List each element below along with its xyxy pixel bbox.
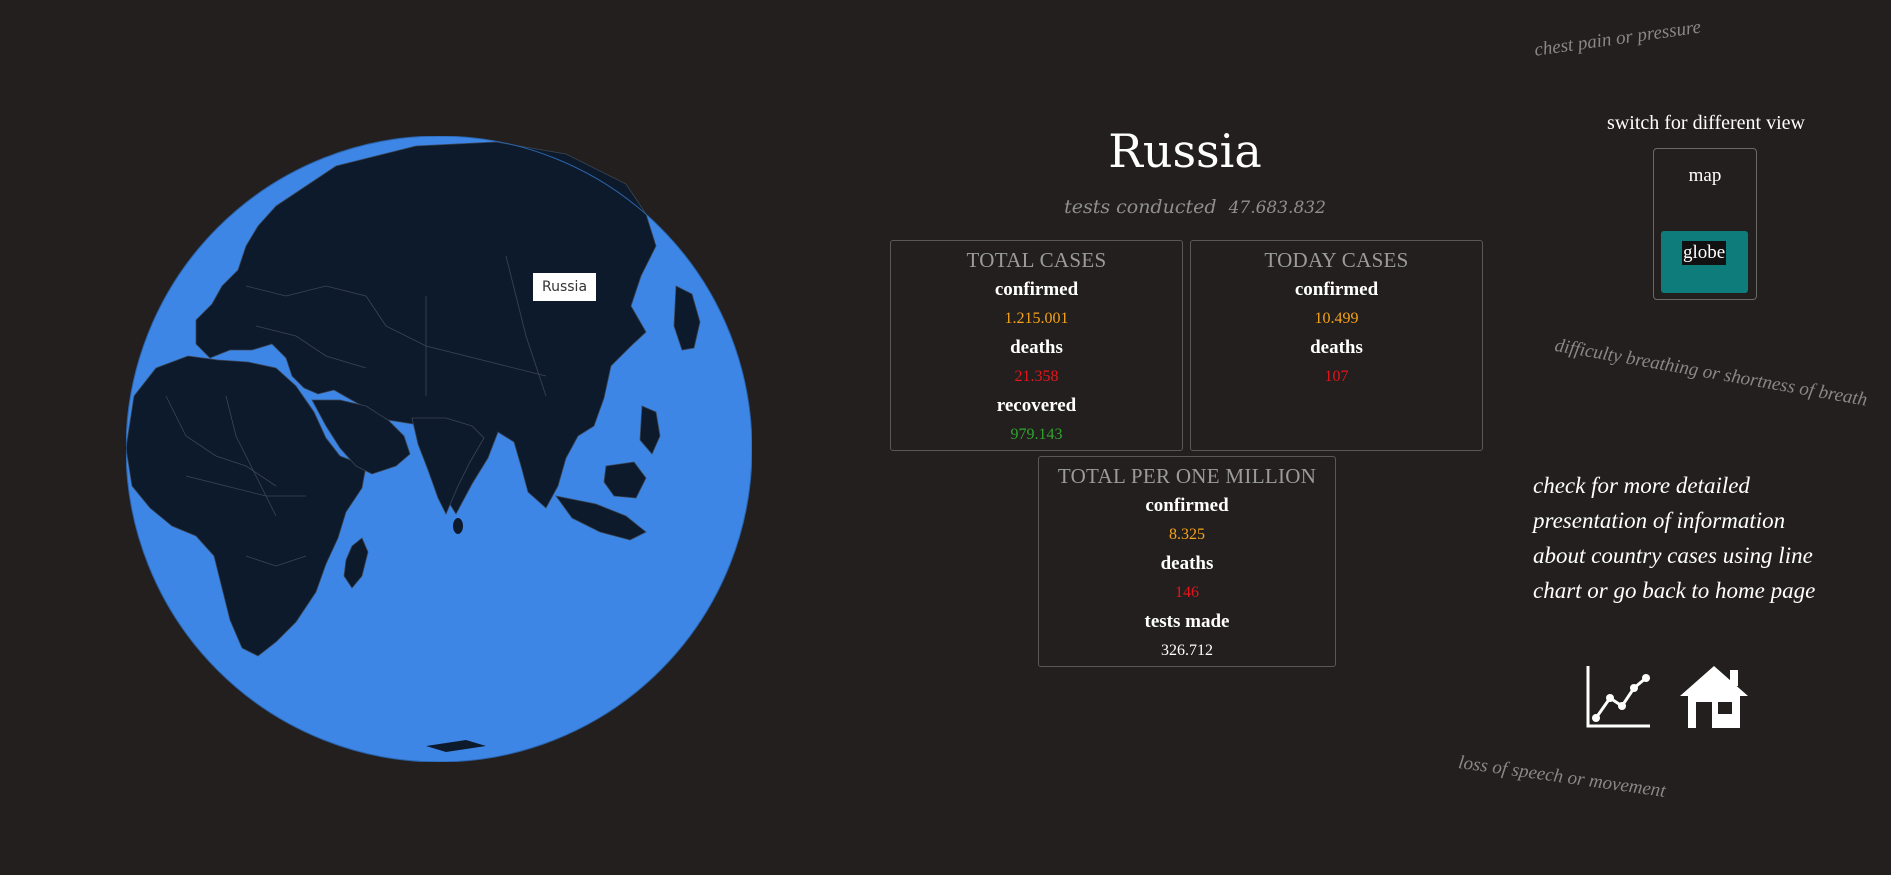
globe-land-japan[interactable] (673, 285, 701, 351)
tests-conducted-label: tests conducted (1064, 196, 1217, 218)
globe-land-madagascar[interactable] (343, 537, 369, 589)
globe-borders (165, 255, 547, 567)
info-text: check for more detailed presentation of … (1533, 473, 1816, 603)
today-cases-card: TODAY CASES confirmed 10.499 deaths 107 (1190, 240, 1483, 451)
tests-conducted-value: 47.683.832 (1228, 198, 1326, 218)
symptom-text: chest pain or pressure (1533, 16, 1703, 61)
view-switch-label: switch for different view (1607, 112, 1805, 134)
line-chart-icon (1586, 666, 1650, 728)
country-tooltip: Russia (533, 273, 597, 301)
confirmed-label: confirmed (1294, 279, 1379, 300)
view-switch: map globe (1653, 148, 1757, 300)
total-cases-card: TOTAL CASES confirmed 1.215.001 deaths 2… (890, 240, 1183, 451)
deaths-label: deaths (1160, 553, 1214, 574)
globe-land-india[interactable] (411, 417, 485, 515)
deaths-value: 146 (1175, 584, 1199, 601)
globe-land-sea-islands[interactable] (555, 495, 647, 541)
card-title: TOTAL CASES (966, 248, 1107, 272)
globe-svg[interactable] (126, 136, 752, 762)
globe-land-philippines[interactable] (639, 405, 661, 455)
globe-view-button[interactable]: globe (1661, 231, 1748, 293)
card-title: TODAY CASES (1264, 248, 1409, 272)
confirmed-value: 8.325 (1169, 526, 1205, 543)
country-title: Russia (1108, 124, 1262, 178)
confirmed-label: confirmed (1145, 495, 1229, 516)
confirmed-label: confirmed (994, 279, 1079, 300)
symptom-text: difficulty breathing or shortness of bre… (1553, 334, 1869, 411)
recovered-value: 979.143 (1010, 426, 1063, 443)
globe-land-africa[interactable] (126, 355, 367, 657)
card-title: TOTAL PER ONE MILLION (1057, 464, 1317, 488)
globe-land-borneo[interactable] (603, 461, 647, 499)
tests-conducted: tests conducted 47.683.832 (1000, 196, 1390, 218)
home-button[interactable] (1678, 664, 1750, 730)
tests-made-label: tests made (1144, 611, 1230, 632)
map-view-button[interactable]: map (1688, 165, 1722, 186)
globe-land-antarctica (426, 740, 486, 752)
globe-view[interactable] (126, 136, 752, 762)
deaths-label: deaths (1010, 337, 1063, 358)
symptom-text: loss of speech or movement (1457, 752, 1667, 802)
recovered-label: recovered (996, 395, 1077, 416)
globe-view-label: globe (1682, 241, 1727, 265)
deaths-value: 21.358 (1014, 368, 1059, 385)
deaths-label: deaths (1310, 337, 1363, 358)
globe-land-srilanka[interactable] (453, 518, 463, 534)
home-icon (1680, 666, 1748, 728)
line-chart-button[interactable] (1584, 664, 1652, 730)
tests-made-value: 326.712 (1161, 642, 1213, 659)
confirmed-value: 10.499 (1314, 310, 1359, 327)
deaths-value: 107 (1324, 368, 1349, 385)
per-million-card: TOTAL PER ONE MILLION confirmed 8.325 de… (1038, 456, 1336, 667)
globe-land-arabia[interactable] (311, 399, 411, 475)
confirmed-value: 1.215.001 (1004, 310, 1069, 327)
